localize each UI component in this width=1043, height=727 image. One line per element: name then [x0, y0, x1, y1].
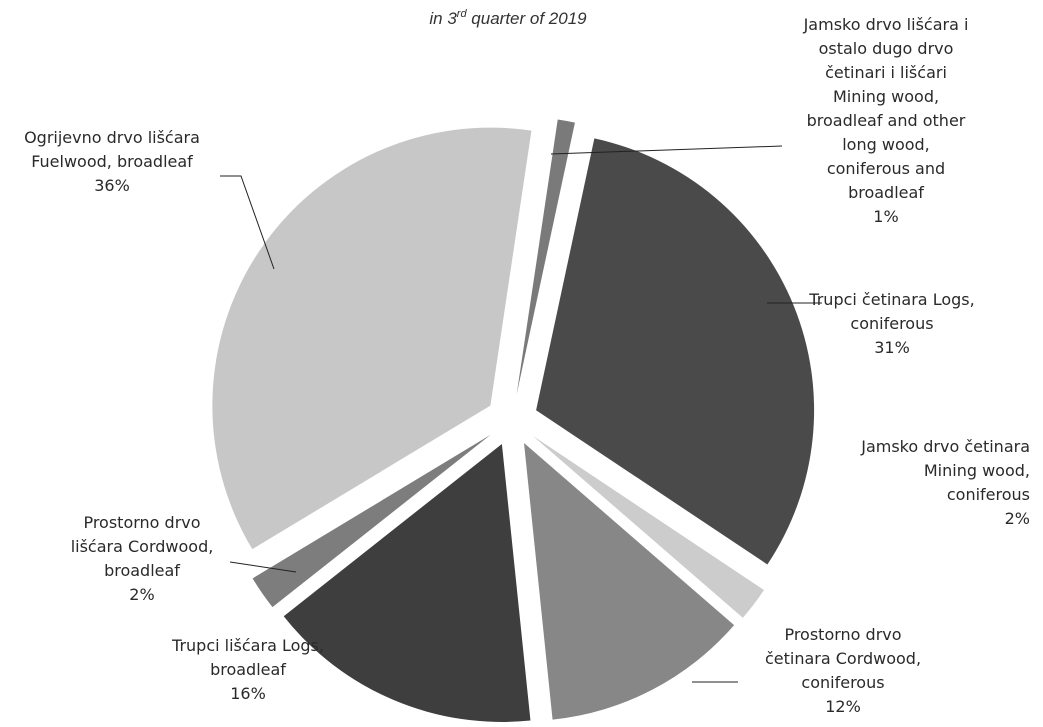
slice-label-line: coniferous and — [827, 159, 945, 178]
slice-label-line: broadleaf — [210, 660, 286, 679]
slice-percent-5: 2% — [129, 585, 154, 604]
slice-label-3: Prostorno drvo četinara Cordwood, conifero… — [765, 625, 921, 716]
leader-line-6 — [220, 175, 275, 270]
slice-label-4: Trupci lišćara Logs, broadleaf 16% — [171, 636, 324, 703]
chart-title: in 3rd quarter of 2019 — [429, 8, 587, 28]
slice-percent-0: 1% — [873, 207, 898, 226]
pie-slice-4 — [283, 443, 531, 722]
slice-label-line: Fuelwood, broadleaf — [31, 152, 193, 171]
pie-slice-3 — [524, 443, 735, 720]
pie-slice-0 — [516, 119, 575, 395]
slice-percent-2: 2% — [1005, 509, 1030, 528]
slice-label-line: Jamsko drvo lišćara i — [803, 15, 969, 34]
slice-label-line: Ogrijevno drvo lišćara — [24, 128, 200, 147]
slice-label-line: Prostorno drvo — [83, 513, 200, 532]
title-rest: quarter of 2019 — [467, 9, 588, 28]
leader-lines — [220, 145, 822, 683]
slice-label-line: broadleaf — [848, 183, 924, 202]
slice-label-line: coniferous — [850, 314, 933, 333]
leader-line-0 — [550, 145, 783, 155]
slice-label-line: lišćara Cordwood, — [71, 537, 214, 556]
slice-label-line: četinari i lišćari — [825, 63, 947, 82]
slice-percent-6: 36% — [94, 176, 130, 195]
slice-label-line: coniferous — [801, 673, 884, 692]
slice-percent-3: 12% — [825, 697, 861, 716]
slice-label-line: Trupci lišćara Logs, — [171, 636, 324, 655]
slice-label-line: broadleaf — [104, 561, 180, 580]
leader-line-5 — [229, 561, 297, 573]
slice-label-line: coniferous — [947, 485, 1030, 504]
slice-percent-1: 31% — [874, 338, 910, 357]
slice-label-line: long wood, — [842, 135, 930, 154]
pie-slices — [212, 119, 815, 722]
slice-label-line: ostalo dugo drvo — [819, 39, 954, 58]
slice-label-line: Prostorno drvo — [784, 625, 901, 644]
slice-label-line: Mining wood, — [924, 461, 1030, 480]
slice-label-1: Trupci četinara Logs, coniferous 31% — [808, 290, 974, 357]
pie-slice-1 — [536, 138, 815, 565]
slice-percent-4: 16% — [230, 684, 266, 703]
pie-slice-6 — [212, 127, 532, 550]
slice-label-line: broadleaf and other — [807, 111, 966, 130]
pie-slice-2 — [532, 435, 764, 618]
slice-label-line: Jamsko drvo četinara — [860, 437, 1030, 456]
slice-label-5: Prostorno drvo lišćara Cordwood, broadleaf… — [71, 513, 214, 604]
slice-label-line: četinara Cordwood, — [765, 649, 921, 668]
slice-labels: Jamsko drvo lišćara i ostalo dugo drvo čet… — [24, 15, 1030, 716]
slice-label-line: Mining wood, — [833, 87, 939, 106]
slice-label-0: Jamsko drvo lišćara i ostalo dugo drvo čet… — [803, 15, 969, 226]
title-ordinal-suffix: rd — [457, 8, 468, 20]
slice-label-line: Trupci četinara Logs, — [808, 290, 974, 309]
pie-slice-5 — [252, 434, 491, 608]
slice-label-2: Jamsko drvo četinara Mining wood, conifero… — [860, 437, 1030, 528]
slice-label-6: Ogrijevno drvo lišćara Fuelwood, broadlea… — [24, 128, 200, 195]
